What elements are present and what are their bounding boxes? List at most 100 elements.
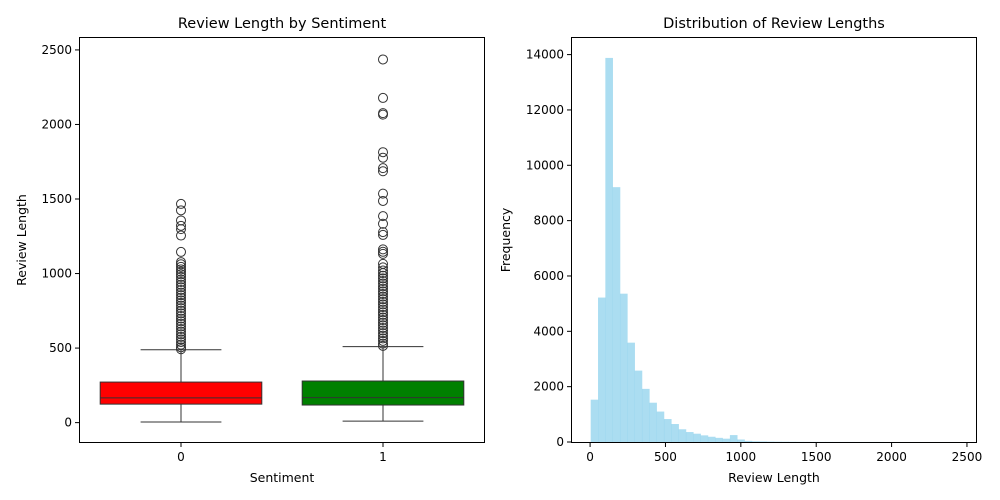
- outlier-point: [176, 224, 186, 235]
- y-tick-label: 0: [556, 435, 564, 449]
- boxplot-marks: [99, 54, 465, 423]
- y-tick-label: 10000: [526, 158, 564, 172]
- outlier-point: [176, 274, 186, 285]
- histogram-x-label: Review Length: [728, 470, 820, 485]
- outlier-point: [378, 270, 388, 281]
- x-tick-label: 1500: [801, 450, 832, 464]
- outlier-point: [176, 329, 186, 340]
- outlier-point: [176, 331, 186, 342]
- histogram-bar: [700, 435, 709, 442]
- histogram-y-axis-ticks: 0 2000 4000 6000 8000 10000 12000 14000: [526, 48, 572, 449]
- outlier-point: [378, 275, 388, 286]
- outlier-point: [378, 229, 388, 240]
- outlier-point: [378, 335, 388, 346]
- histogram-bar: [685, 432, 694, 442]
- x-tick-label: 2500: [952, 450, 983, 464]
- outlier-point: [378, 325, 388, 336]
- outlier-point: [378, 309, 388, 320]
- outlier-point: [378, 265, 388, 276]
- outlier-point: [378, 299, 388, 310]
- y-tick-label: 1000: [41, 267, 72, 281]
- histogram-bar: [751, 441, 760, 442]
- outlier-point: [378, 109, 388, 120]
- histogram-bar: [693, 433, 701, 442]
- outlier-point: [378, 330, 388, 341]
- outlier-point: [378, 338, 388, 349]
- boxplot-frame: [79, 37, 485, 443]
- outlier-point: [176, 305, 186, 316]
- outlier-point: [176, 198, 186, 209]
- outlier-point: [176, 284, 186, 295]
- histogram-bar: [678, 429, 687, 442]
- histogram-bar: [619, 293, 628, 442]
- histogram-bar: [634, 370, 643, 442]
- outlier-point: [176, 344, 186, 355]
- outlier-point: [176, 337, 186, 348]
- outlier-point: [378, 147, 388, 158]
- outlier-point: [378, 268, 388, 279]
- outlier-point: [176, 321, 186, 332]
- histogram-bar: [656, 411, 665, 442]
- x-tick-label: 0: [177, 450, 185, 464]
- y-tick-label: 500: [49, 341, 72, 355]
- box-1: [301, 380, 465, 406]
- outlier-point: [176, 266, 186, 277]
- outlier-point: [176, 303, 186, 314]
- outlier-point: [378, 340, 388, 351]
- outlier-point: [378, 248, 388, 259]
- histogram-bar: [707, 436, 716, 442]
- outlier-point: [378, 92, 388, 103]
- histogram-bar: [671, 424, 679, 442]
- histogram-bar: [627, 342, 635, 442]
- y-tick-label: 4000: [533, 324, 564, 338]
- histogram-bar: [641, 388, 650, 442]
- x-tick-label: 0: [586, 450, 594, 464]
- outlier-point: [378, 163, 388, 174]
- boxplot-x-label: Sentiment: [250, 470, 315, 485]
- outlier-point: [176, 215, 186, 226]
- histogram-frame: [571, 37, 977, 443]
- boxplot-y-label: Review Length: [14, 194, 29, 286]
- outlier-point: [378, 195, 388, 206]
- outlier-point: [176, 318, 186, 329]
- histogram-bar: [744, 440, 753, 442]
- outlier-point: [176, 323, 186, 334]
- outlier-point: [378, 315, 388, 326]
- outlier-point: [378, 322, 388, 333]
- outlier-point: [378, 246, 388, 257]
- outlier-point: [176, 300, 186, 311]
- histogram-y-label: Frequency: [498, 207, 513, 272]
- y-tick-label: 14000: [526, 48, 564, 62]
- outlier-point: [378, 286, 388, 297]
- outlier-point: [378, 188, 388, 199]
- outlier-point: [176, 257, 186, 268]
- outlier-point: [378, 294, 388, 305]
- histogram-bar: [605, 57, 613, 443]
- outlier-point: [176, 316, 186, 327]
- outlier-point: [378, 302, 388, 313]
- outlier-point: [378, 328, 388, 339]
- histogram-bar: [590, 399, 599, 442]
- outlier-point: [176, 326, 186, 337]
- histogram-x-axis-ticks: 0 500 1000 1500 2000 2500: [586, 442, 982, 464]
- outlier-point: [378, 320, 388, 331]
- outlier-point: [176, 311, 186, 322]
- outlier-point: [378, 211, 388, 222]
- outlier-point: [378, 227, 388, 238]
- outlier-point: [378, 273, 388, 284]
- outlier-point: [378, 307, 388, 318]
- histogram-bar: [649, 402, 657, 442]
- outlier-point: [176, 297, 186, 308]
- x-tick-label: 500: [654, 450, 677, 464]
- histogram-bar: [722, 438, 731, 442]
- outlier-point: [378, 288, 388, 299]
- y-tick-label: 2000: [41, 117, 72, 131]
- outlier-point: [378, 317, 388, 328]
- histogram-bars: [590, 57, 958, 443]
- outlier-point: [176, 295, 186, 306]
- y-tick-label: 1500: [41, 192, 72, 206]
- x-tick-label: 1: [379, 450, 387, 464]
- outlier-point: [378, 54, 388, 65]
- boxplot-chart: Review Length by Sentiment 0 500 1000 1500 2…: [14, 16, 485, 485]
